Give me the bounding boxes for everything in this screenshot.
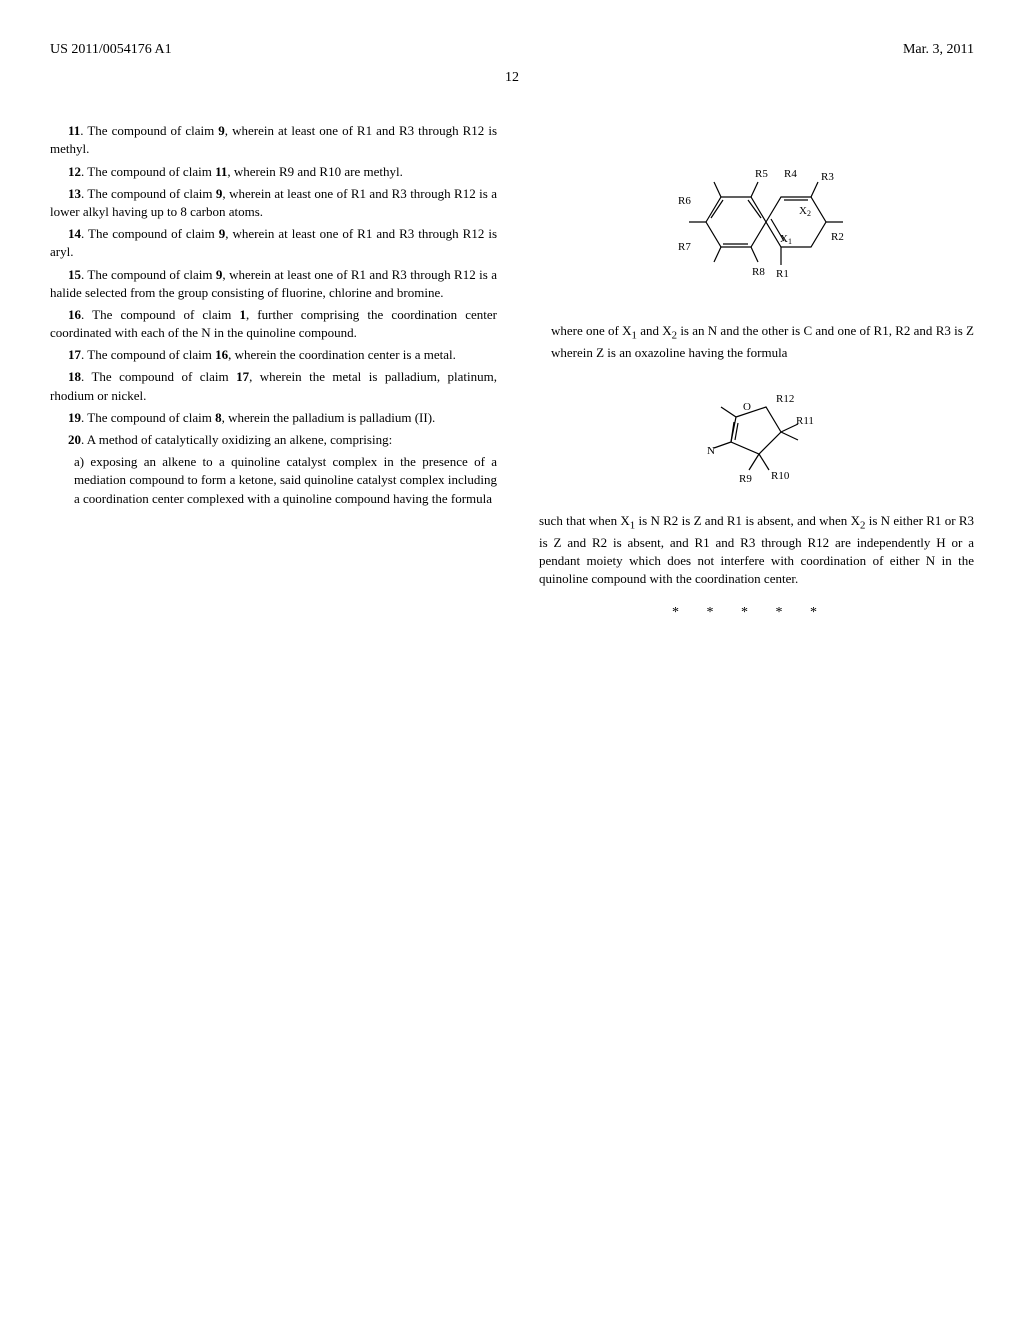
claim-18: 18. The compound of claim 17, wherein th… xyxy=(50,368,497,404)
formula-text-1: where one of X1 and X2 is an N and the o… xyxy=(551,322,974,362)
svg-text:N: N xyxy=(707,445,715,457)
formula-text-2: such that when X1 is N R2 is Z and R1 is… xyxy=(539,512,974,588)
svg-text:R6: R6 xyxy=(678,195,691,207)
claim-17: 17. The compound of claim 16, wherein th… xyxy=(50,346,497,364)
svg-text:R3: R3 xyxy=(821,171,834,183)
svg-text:R9: R9 xyxy=(739,473,752,485)
svg-text:R8: R8 xyxy=(752,266,765,278)
svg-text:R5: R5 xyxy=(755,168,768,180)
claim-11: 11. The compound of claim 9, wherein at … xyxy=(50,122,497,158)
svg-text:X2: X2 xyxy=(799,205,811,218)
end-asterisks: * * * * * xyxy=(527,603,974,623)
svg-text:R4: R4 xyxy=(784,168,797,180)
left-column: 11. The compound of claim 9, wherein at … xyxy=(50,122,497,623)
svg-text:R11: R11 xyxy=(796,415,814,427)
svg-text:R2: R2 xyxy=(831,231,844,243)
right-column: R5 R4 R6 R3 R7 X2 R2 R8 X1 R1 where one … xyxy=(527,122,974,623)
claim-20-sub: a) exposing an alkene to a quinoline cat… xyxy=(74,453,497,508)
page-number: 12 xyxy=(50,68,974,88)
svg-text:O: O xyxy=(743,401,751,413)
doc-date: Mar. 3, 2011 xyxy=(903,40,974,60)
svg-text:R10: R10 xyxy=(771,470,790,482)
doc-number: US 2011/0054176 A1 xyxy=(50,40,172,60)
svg-text:R12: R12 xyxy=(776,393,794,405)
svg-text:R7: R7 xyxy=(678,241,691,253)
chemical-structure-1: R5 R4 R6 R3 R7 X2 R2 R8 X1 R1 xyxy=(527,142,974,302)
claim-12: 12. The compound of claim 11, wherein R9… xyxy=(50,163,497,181)
svg-text:X1: X1 xyxy=(780,233,792,246)
claim-20: 20. A method of catalytically oxidizing … xyxy=(50,431,497,449)
claim-14: 14. The compound of claim 9, wherein at … xyxy=(50,225,497,261)
claim-15: 15. The compound of claim 9, wherein at … xyxy=(50,266,497,302)
chemical-structure-2: O N R12 R11 R10 R9 xyxy=(527,382,974,492)
claim-19: 19. The compound of claim 8, wherein the… xyxy=(50,409,497,427)
claim-13: 13. The compound of claim 9, wherein at … xyxy=(50,185,497,221)
claim-16: 16. The compound of claim 1, further com… xyxy=(50,306,497,342)
svg-text:R1: R1 xyxy=(776,268,789,280)
